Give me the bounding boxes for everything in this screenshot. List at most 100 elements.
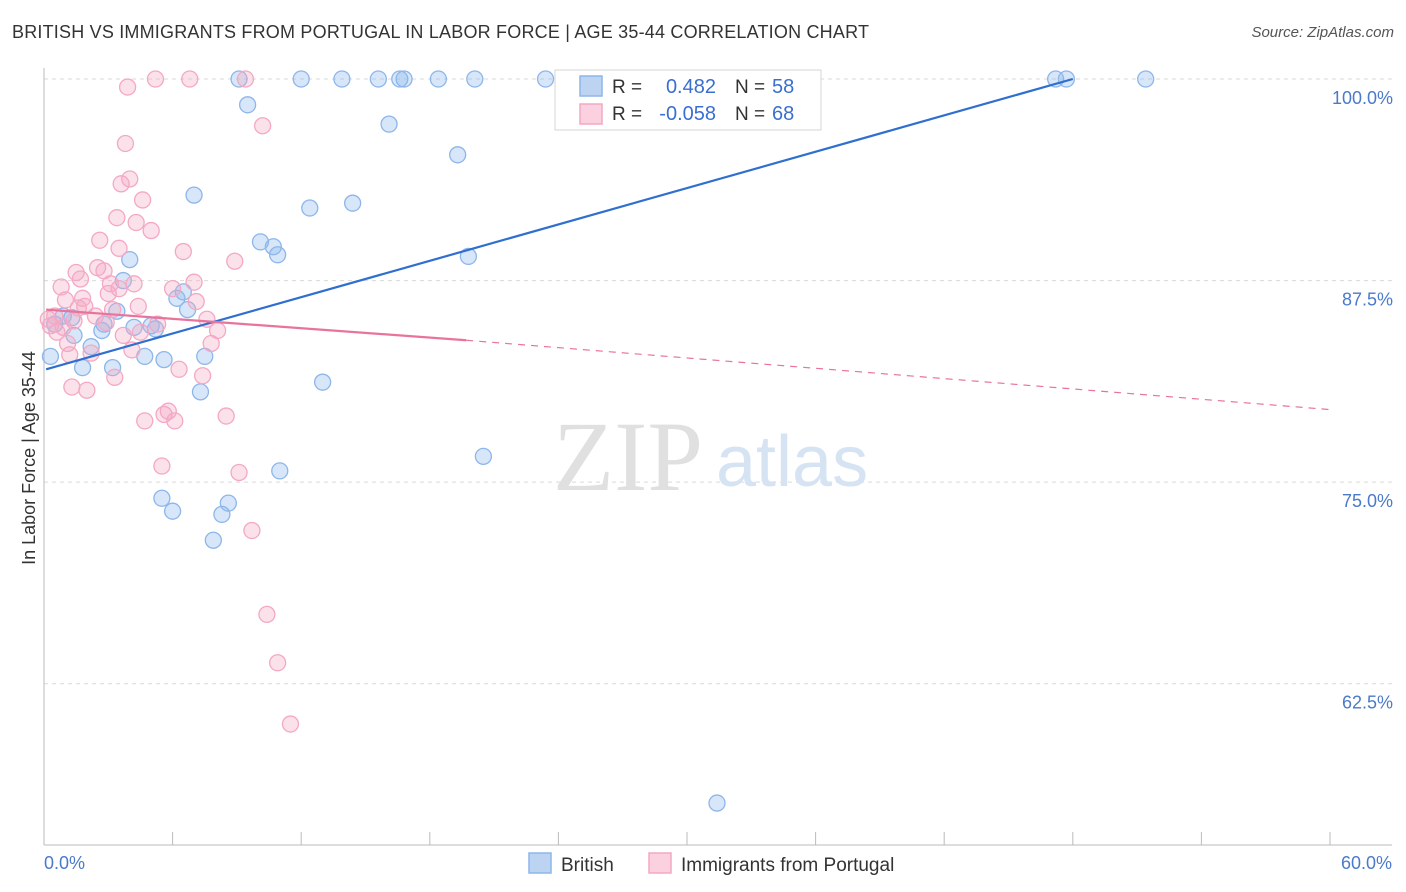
x-tick-label-max: 60.0% [1341, 853, 1392, 873]
portugal-point-53 [208, 321, 227, 340]
portugal-point-32 [125, 275, 143, 293]
watermark: ZIP atlas [553, 401, 868, 512]
portugal-point-56 [230, 463, 248, 482]
british-point-49 [536, 70, 555, 88]
legend-r-label-british: R = [612, 77, 642, 98]
british-point-19 [163, 502, 182, 520]
british-point-37 [313, 373, 332, 391]
portugal-point-65 [54, 318, 72, 336]
portugal-point-42 [159, 402, 177, 420]
portugal-point-46 [174, 242, 192, 261]
portugal-point-1 [41, 317, 60, 335]
british-point-32 [264, 238, 282, 256]
british-point-30 [238, 96, 257, 114]
british-point-43 [395, 70, 413, 88]
y-tick-label-1: 75.0% [1342, 491, 1393, 511]
portugal-point-64 [65, 312, 83, 330]
british-point-39 [343, 194, 362, 212]
portugal-point-39 [148, 315, 167, 333]
bottom-legend-label-british: British [561, 855, 614, 876]
portugal-point-59 [253, 117, 272, 135]
portugal-point-24 [108, 209, 126, 227]
portugal-point-29 [118, 78, 137, 96]
british-point-7 [93, 321, 111, 340]
british-point-41 [380, 115, 398, 133]
british-point-58 [708, 794, 726, 812]
british-point-23 [185, 186, 203, 204]
portugal-point-21 [101, 275, 120, 293]
portugal-point-44 [166, 412, 184, 430]
british-point-46 [459, 247, 478, 266]
british-point-34 [271, 462, 289, 480]
british-point-29 [230, 70, 248, 88]
british-point-48 [474, 447, 493, 466]
british-point-11 [114, 271, 132, 290]
legend-swatch-british [579, 75, 603, 97]
axes [43, 68, 1392, 846]
legend-box: R = 0.482 N = 58 R = -0.058 N = 68 [554, 69, 822, 131]
british-point-24 [191, 383, 210, 401]
legend-n-value-british: 58 [772, 76, 794, 98]
bottom-legend-swatch-british [528, 852, 552, 874]
portugal-point-66 [110, 279, 128, 298]
british-point-38 [333, 70, 351, 88]
portugal-point-34 [131, 323, 150, 341]
portugal-point-14 [78, 381, 96, 399]
legend-r-value-portugal: -0.058 [659, 103, 716, 125]
british-point-28 [219, 494, 237, 512]
bottom-legend-swatch-portugal [648, 852, 672, 874]
portugal-point-26 [112, 175, 130, 193]
british-point-31 [251, 233, 270, 251]
british-point-21 [174, 283, 192, 301]
portugal-point-25 [110, 239, 128, 257]
british-point-36 [301, 199, 319, 217]
british-point-17 [153, 489, 171, 507]
british-point-26 [204, 531, 222, 549]
portugal-point-37 [142, 221, 160, 240]
portugal-trend-extension [466, 339, 1331, 411]
portugal-point-43 [163, 279, 182, 298]
british-point-42 [391, 70, 409, 88]
y-tick-labels: 62.5% 75.0% 87.5% 100.0% [1332, 88, 1393, 713]
legend-n-value-portugal: 68 [772, 103, 794, 125]
portugal-point-27 [114, 326, 132, 345]
chart-title: BRITISH VS IMMIGRANTS FROM PORTUGAL IN L… [12, 22, 870, 42]
british-point-40 [369, 70, 388, 88]
portugal-point-40 [153, 457, 171, 475]
portugal-point-62 [281, 715, 300, 733]
portugal-point-60 [258, 605, 276, 624]
british-point-5 [73, 359, 92, 377]
portugal-point-58 [243, 521, 261, 540]
portugal-point-13 [76, 297, 94, 316]
british-point-57 [1137, 70, 1155, 88]
legend-r-value-british: 0.482 [666, 76, 716, 98]
british-point-45 [449, 146, 467, 164]
british-point-20 [168, 289, 186, 307]
portugal-point-67 [129, 297, 147, 316]
portugal-point-4 [52, 278, 70, 296]
legend-n-label-british: N = [735, 77, 765, 98]
british-point-44 [429, 70, 448, 88]
portugal-point-38 [146, 70, 165, 88]
y-tick-label-3: 100.0% [1332, 88, 1393, 108]
portugal-point-30 [121, 170, 139, 188]
y-axis-label: In Labor Force | Age 35-44 [19, 351, 39, 565]
british-trend-line [45, 77, 1074, 371]
source-label: Source: ZipAtlas.com [1251, 24, 1394, 41]
portugal-point-61 [268, 654, 287, 672]
portugal-point-18 [91, 231, 109, 249]
portugal-point-47 [181, 70, 199, 88]
watermark-atlas: atlas [716, 422, 868, 502]
british-point-6 [82, 338, 100, 356]
portugal-trend-line [46, 308, 467, 342]
british-point-18 [155, 350, 173, 369]
portugal-point-35 [133, 191, 152, 209]
legend-r-label-portugal: R = [612, 104, 642, 125]
portugal-point-49 [187, 292, 205, 311]
portugal-point-28 [116, 134, 135, 153]
trend-lines [45, 77, 1331, 411]
portugal-point-63 [97, 313, 115, 332]
british-point-35 [292, 70, 310, 88]
british-point-12 [121, 250, 139, 269]
